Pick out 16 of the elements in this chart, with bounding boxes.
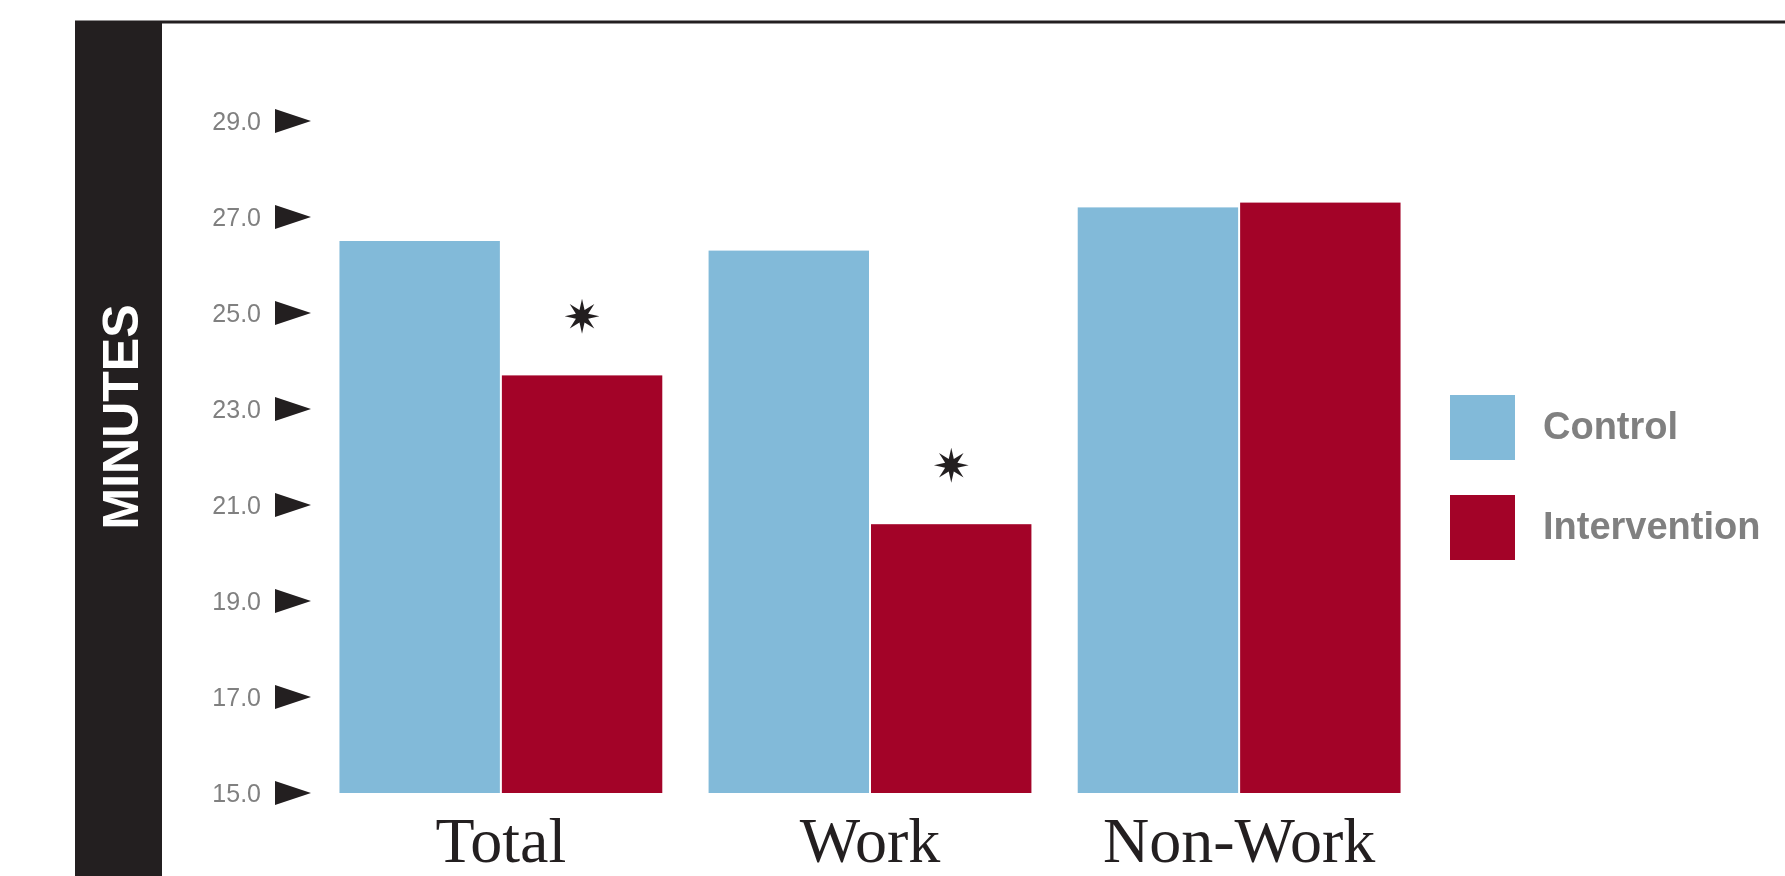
y-tick-label: 15.0 — [212, 778, 261, 807]
annotation: ✷ — [931, 439, 971, 494]
y-tick-label: 23.0 — [212, 394, 261, 423]
y-tick-label: 29.0 — [212, 106, 261, 135]
y-tick-label: 21.0 — [212, 490, 261, 519]
y-tick-label: 17.0 — [212, 682, 261, 711]
legend-label: Control — [1543, 405, 1679, 447]
y-axis-title: MINUTES — [93, 304, 149, 530]
y-tick-label: 25.0 — [212, 298, 261, 327]
annotation: ✷ — [562, 290, 602, 345]
x-tick-label: Non-Work — [1103, 805, 1376, 876]
x-tick-label: Total — [435, 805, 567, 876]
y-tick-label: 27.0 — [212, 202, 261, 231]
legend-label: Intervention — [1543, 505, 1761, 547]
x-tick-label: Work — [799, 805, 941, 876]
y-tick-label: 19.0 — [212, 586, 261, 615]
